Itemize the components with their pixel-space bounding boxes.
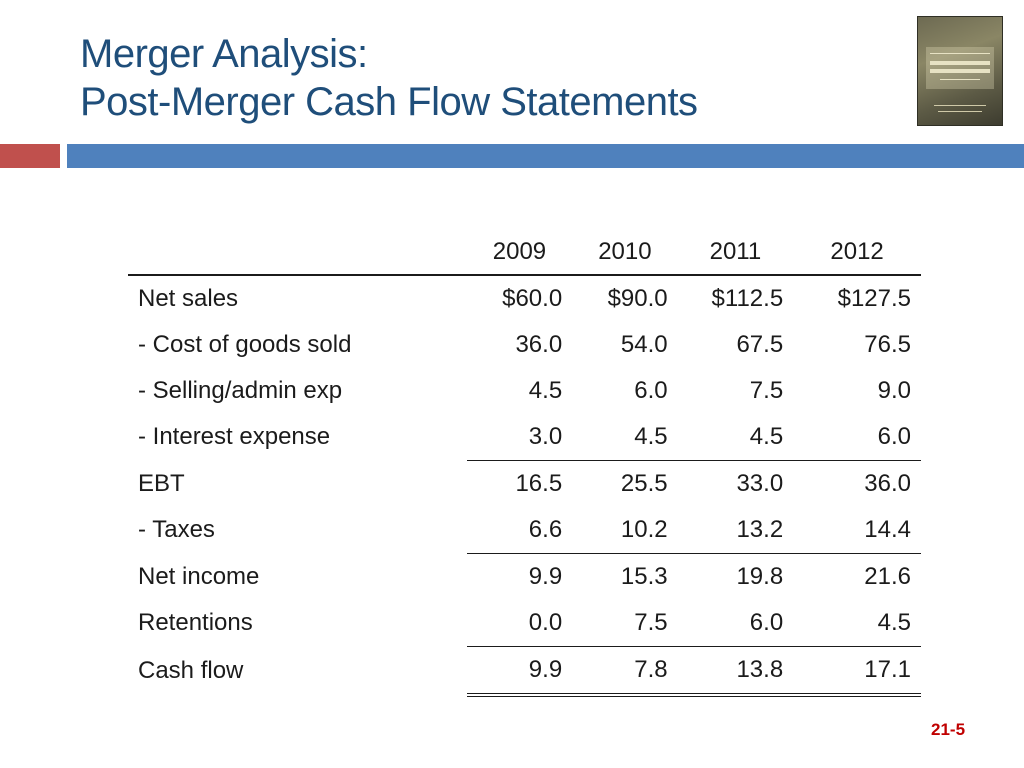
table-row-ebt: EBT 16.5 25.5 33.0 36.0 — [128, 460, 921, 507]
row-value: 10.2 — [620, 516, 668, 543]
row-value: 4.5 — [749, 423, 784, 450]
table-row-net-income: Net income 9.9 15.3 19.8 21.6 — [128, 553, 921, 600]
row-label: - Cost of goods sold — [138, 331, 352, 358]
slide-number: 21-5 — [931, 720, 966, 739]
row-value: 13.2 — [736, 516, 784, 543]
row-label: - Taxes — [138, 516, 215, 544]
row-label: - Selling/admin exp — [138, 377, 343, 404]
row-value: 4.5 — [634, 423, 668, 450]
row-value: 67.5 — [736, 331, 784, 358]
table-row-retentions: Retentions 0.0 7.5 6.0 4.5 — [128, 600, 921, 647]
table-row-net-sales: Net sales $60.0 $90.0 $112.5 $127.5 — [128, 275, 921, 322]
table-row-cash-flow: Cash flow 9.9 7.8 13.8 17.1 — [128, 646, 921, 697]
row-value: 25.5 — [572, 460, 678, 507]
row-value: 14.4 — [864, 516, 911, 543]
row-value: 15.3 — [572, 553, 678, 600]
header-year-2011: 2011 — [677, 230, 794, 276]
row-label: Cash flow — [138, 656, 244, 684]
row-label: EBT — [138, 469, 185, 497]
header-year-2010: 2010 — [572, 230, 678, 276]
slide-title: Merger Analysis: Post-Merger Cash Flow S… — [80, 30, 698, 126]
row-value: 6.0 — [877, 423, 911, 450]
row-value: 7.5 — [749, 377, 784, 404]
row-value: 36.0 — [793, 460, 921, 507]
row-value: 17.1 — [793, 646, 921, 697]
table-row-taxes: - Taxes 6.6 10.2 13.2 14.4 — [128, 507, 921, 554]
row-label: Net income — [138, 562, 260, 590]
row-value: 4.5 — [877, 609, 911, 636]
row-value: 7.8 — [572, 646, 678, 697]
row-value: 9.9 — [466, 553, 573, 600]
row-value: 9.0 — [877, 377, 911, 404]
row-value: $60.0 — [502, 285, 563, 312]
table-row-selling-admin-exp: - Selling/admin exp 4.5 6.0 7.5 9.0 — [128, 368, 921, 414]
row-value: 4.5 — [528, 377, 563, 404]
slide-title-line-2: Post-Merger Cash Flow Statements — [80, 80, 698, 124]
header-year-2012: 2012 — [793, 230, 921, 276]
row-value: 3.0 — [528, 423, 563, 450]
row-value: 0.0 — [528, 609, 563, 636]
row-value: 6.0 — [634, 377, 668, 404]
row-value: 19.8 — [677, 553, 794, 600]
row-value: 13.8 — [677, 646, 794, 697]
row-value: 36.0 — [515, 331, 563, 358]
row-value: 7.5 — [634, 609, 668, 636]
row-value: $90.0 — [607, 285, 668, 312]
slide-title-line-1: Merger Analysis: — [80, 32, 368, 76]
row-label: Net sales — [138, 285, 239, 312]
row-value: 16.5 — [466, 460, 573, 507]
row-value: 76.5 — [864, 331, 911, 358]
header-label-cell — [128, 230, 467, 276]
row-value: 6.6 — [528, 516, 563, 543]
row-label: Retentions — [138, 609, 253, 637]
book-cover-icon — [917, 16, 1003, 126]
row-label: - Interest expense — [138, 423, 331, 451]
row-value: $112.5 — [711, 285, 784, 312]
header-year-2009: 2009 — [466, 230, 573, 276]
cash-flow-table: 2009 2010 2011 2012 Net sales $60.0 $90.… — [128, 230, 921, 697]
row-value: 33.0 — [677, 460, 794, 507]
table-header-row: 2009 2010 2011 2012 — [128, 230, 921, 276]
accent-bar-blue — [67, 144, 1024, 168]
accent-bar-red — [0, 144, 60, 168]
row-value: 6.0 — [749, 609, 784, 636]
row-value: 54.0 — [620, 331, 668, 358]
table-row-cost-of-goods-sold: - Cost of goods sold 36.0 54.0 67.5 76.5 — [128, 322, 921, 368]
table-row-interest-expense: - Interest expense 3.0 4.5 4.5 6.0 — [128, 414, 921, 461]
row-value: 21.6 — [793, 553, 921, 600]
row-value: 9.9 — [466, 646, 573, 697]
row-value: $127.5 — [837, 285, 911, 312]
